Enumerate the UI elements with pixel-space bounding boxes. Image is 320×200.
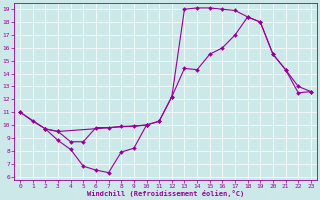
X-axis label: Windchill (Refroidissement éolien,°C): Windchill (Refroidissement éolien,°C) xyxy=(87,190,244,197)
